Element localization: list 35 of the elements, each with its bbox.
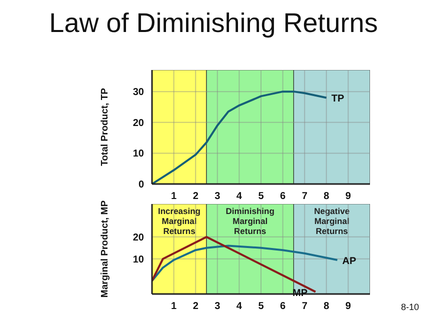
x-tick-label: 8	[324, 191, 330, 202]
x-tick-label: 3	[214, 301, 221, 312]
x-tick-label: 8	[324, 301, 330, 312]
band-label: Diminishing Marginal Returns	[226, 206, 274, 236]
y-tick-label: 10	[132, 148, 144, 160]
y-axis-title: Marginal Product, MP	[99, 200, 110, 298]
x-tick-label: 5	[258, 301, 264, 312]
line-series	[152, 244, 338, 282]
x-tick-label: 6	[280, 191, 286, 202]
y-tick-label: 10	[132, 254, 144, 266]
chart-title: Law of Diminishing Returns	[48, 8, 379, 39]
series-label: TP	[331, 94, 345, 105]
x-tick-label: 9	[345, 191, 352, 202]
x-tick-label: 3	[214, 191, 221, 202]
series-label: AP	[342, 256, 357, 267]
x-tick-label: 7	[302, 191, 308, 202]
y-tick-label: 30	[132, 87, 144, 98]
x-tick-label: 2	[192, 301, 199, 312]
band-label: Increasing Marginal Returns	[158, 206, 201, 236]
y-tick-label: 20	[132, 118, 144, 129]
x-tick-label: 9	[345, 301, 352, 312]
x-tick-label: 2	[192, 191, 199, 202]
line-series	[152, 90, 328, 184]
x-tick-label: 5	[258, 191, 264, 202]
band-label: Negative Marginal Returns	[314, 206, 350, 236]
text: 8-10	[400, 302, 419, 312]
y-axis-title: Total Product, TP	[99, 87, 110, 166]
x-tick-label: 1	[171, 191, 178, 202]
y-tick-label: 0	[138, 180, 144, 191]
y-tick-label: 20	[132, 232, 144, 244]
x-tick-label: 7	[302, 301, 308, 312]
x-tick-label: 1	[171, 301, 178, 312]
x-tick-label: 4	[236, 301, 242, 312]
x-tick-label: 4	[236, 191, 242, 202]
x-tick-label: 6	[280, 301, 286, 312]
